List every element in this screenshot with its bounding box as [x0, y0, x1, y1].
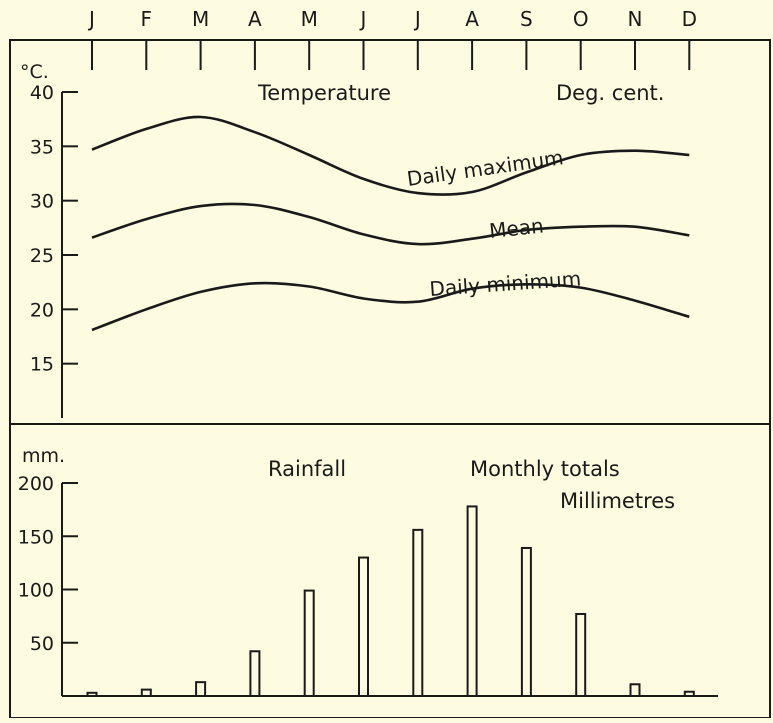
rainfall-bar [358, 556, 369, 697]
temperature-tick-label: 40 [30, 82, 54, 104]
temperature-tick-label: 35 [30, 136, 54, 158]
month-label: A [465, 7, 479, 31]
mean-curve [91, 202, 690, 246]
rainfall-y-axis: 50 100 150 200 [18, 473, 718, 697]
month-label: J [413, 7, 421, 31]
rainfall-bar [195, 681, 207, 698]
rainfall-tick-label: 50 [30, 633, 54, 655]
month-label: A [248, 7, 262, 31]
month-label: J [87, 7, 95, 31]
rainfall-panel-frame [9, 423, 771, 719]
rainfall-panel: mm. Rainfall Monthly totals Millimetres … [9, 423, 771, 719]
rainfall-bar [575, 612, 587, 697]
rainfall-bar [249, 650, 261, 698]
rainfall-tick-label: 200 [18, 473, 54, 495]
month-label: D [682, 7, 697, 31]
rainfall-bar [412, 528, 424, 697]
month-label: J [359, 7, 367, 31]
month-label: O [573, 7, 589, 31]
temperature-tick-label: 25 [30, 245, 54, 267]
rainfall-bar [303, 589, 315, 697]
daily-minimum-label: Daily minimum [429, 266, 582, 301]
month-label: S [520, 7, 533, 31]
temperature-y-axis: 15 20 25 30 35 40 [30, 82, 78, 418]
temperature-curves [91, 115, 690, 332]
month-label: N [628, 7, 643, 31]
daily-minimum-curve [91, 281, 690, 332]
rainfall-bar [140, 688, 152, 697]
rainfall-tick-label: 100 [18, 580, 54, 602]
mean-label: Mean [488, 213, 545, 243]
rainfall-bars [86, 505, 695, 698]
rainfall-bar [86, 691, 98, 697]
daily-maximum-label: Daily maximum [405, 145, 565, 191]
temperature-tick-label: 15 [30, 354, 54, 376]
daily-maximum-curve [91, 115, 690, 196]
rainfall-title: Rainfall [268, 457, 346, 481]
rainfall-tick-label: 150 [18, 526, 54, 548]
rainfall-bar [683, 690, 695, 697]
rainfall-unit-symbol: mm. [22, 445, 65, 467]
rainfall-bar [629, 683, 641, 697]
temperature-tick-label: 20 [30, 299, 54, 321]
rainfall-bar [520, 546, 532, 698]
rainfall-subtitle-line2: Millimetres [560, 489, 675, 513]
month-label: M [301, 7, 318, 31]
temperature-unit-symbol: °C. [20, 61, 49, 83]
month-label: F [141, 7, 153, 31]
rainfall-subtitle-line1: Monthly totals [470, 457, 620, 481]
temperature-panel: °C. Temperature Deg. cent. 152025303540 … [9, 39, 771, 425]
month-label: M [192, 7, 209, 31]
temperature-tick-label: 30 [30, 191, 54, 213]
rainfall-bar [466, 505, 478, 697]
temperature-title: Temperature [257, 81, 391, 105]
temperature-unit-label: Deg. cent. [556, 81, 664, 105]
